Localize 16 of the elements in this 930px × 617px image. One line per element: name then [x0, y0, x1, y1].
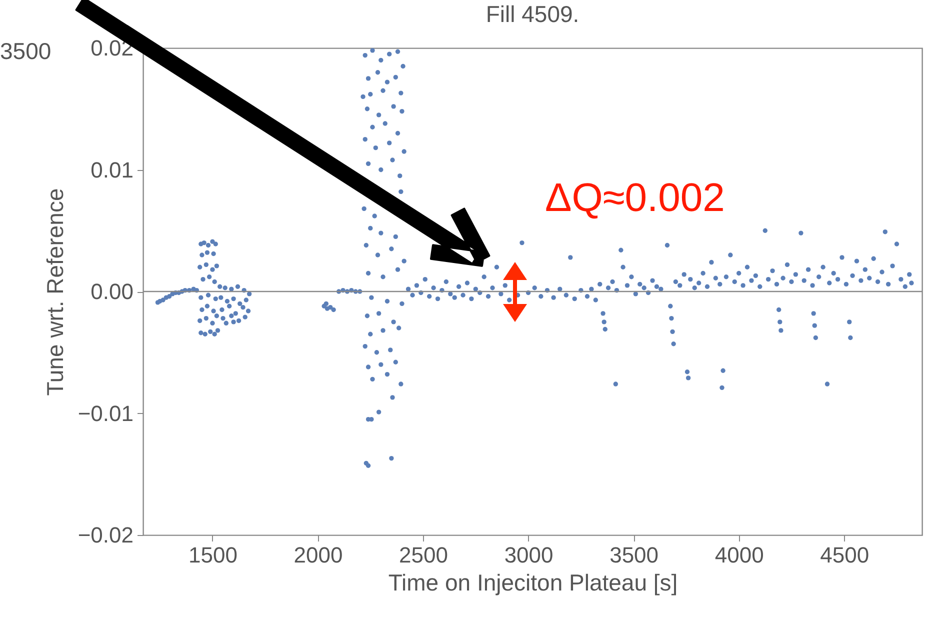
- y-tick-label: 0.00: [90, 279, 134, 304]
- x-tick-label: 4500: [820, 542, 870, 568]
- x-tick-label: 3000: [504, 542, 554, 568]
- y-tick-label: −0.01: [78, 400, 134, 426]
- x-tick-label: 2500: [399, 542, 448, 568]
- y-axis-title: Tune wrt. Reference: [42, 188, 68, 396]
- x-tick-label: 2000: [294, 542, 343, 568]
- y-tick-label: 0.01: [90, 157, 134, 182]
- annotation: ΔQ≈0.002: [545, 176, 725, 221]
- x-tick-label: 4000: [714, 542, 764, 568]
- text: 3500: [0, 38, 52, 65]
- x-tick-label: 1500: [188, 542, 238, 568]
- x-axis-title: Time on Injeciton Plateau [s]: [388, 570, 678, 596]
- chart-title: Fill 4509.: [486, 1, 580, 27]
- x-tick-label: 3500: [610, 542, 659, 568]
- y-tick-label: −0.02: [78, 522, 134, 548]
